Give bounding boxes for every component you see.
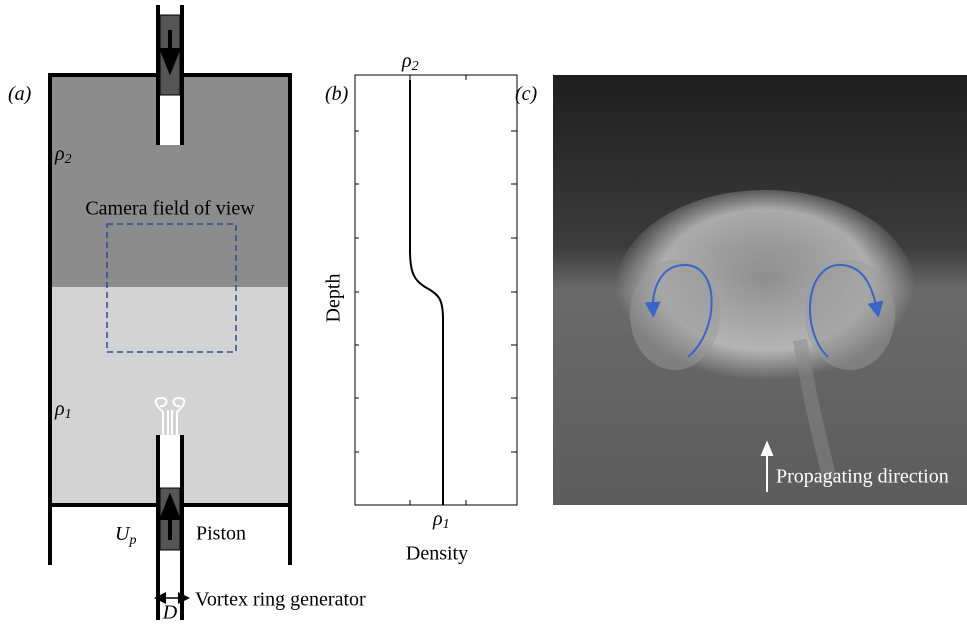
subscript: 1	[65, 407, 72, 422]
piston-label: Piston	[196, 523, 246, 545]
symbol: ρ	[401, 50, 412, 72]
diameter-label: D	[162, 602, 178, 624]
rho: ρ1	[432, 508, 450, 533]
panel-a: (a) ρ2 Camera field of view ρ1 Up Piston…	[8, 5, 366, 624]
panel-label: (a)	[8, 83, 32, 105]
panel-c: (c) Propagating direction	[515, 75, 967, 505]
y-axis-label: Depth	[323, 274, 345, 323]
x-axis-label: Density	[406, 543, 468, 565]
rho: ρ2	[401, 50, 419, 75]
panel-b: (b) ρ2 ρ1 Depth Density	[323, 50, 517, 565]
symbol: ρ	[54, 398, 65, 420]
panel-label: (c)	[515, 83, 538, 105]
subscript: 2	[412, 59, 419, 74]
direction-label: Propagating direction	[776, 466, 949, 488]
label: (c)	[515, 83, 538, 105]
generator-label: Vortex ring generator	[195, 589, 366, 611]
symbol: ρ	[432, 508, 443, 530]
ticks	[355, 75, 517, 505]
subscript: 1	[443, 517, 450, 532]
subscript: p	[128, 533, 136, 548]
symbol: ρ	[54, 143, 65, 165]
velocity: Up	[115, 523, 136, 549]
label: (a)	[8, 83, 32, 105]
figure: (a) ρ2 Camera field of view ρ1 Up Piston…	[0, 0, 967, 626]
page: {"panel_a": {"label": "(a)", "rho_top": …	[0, 0, 967, 626]
density-profile	[410, 80, 443, 505]
label: (b)	[325, 83, 349, 105]
plot-frame	[355, 75, 517, 505]
panel-label: (b)	[325, 83, 349, 105]
camera-label: Camera field of view	[85, 198, 255, 220]
subscript: 2	[65, 152, 72, 167]
